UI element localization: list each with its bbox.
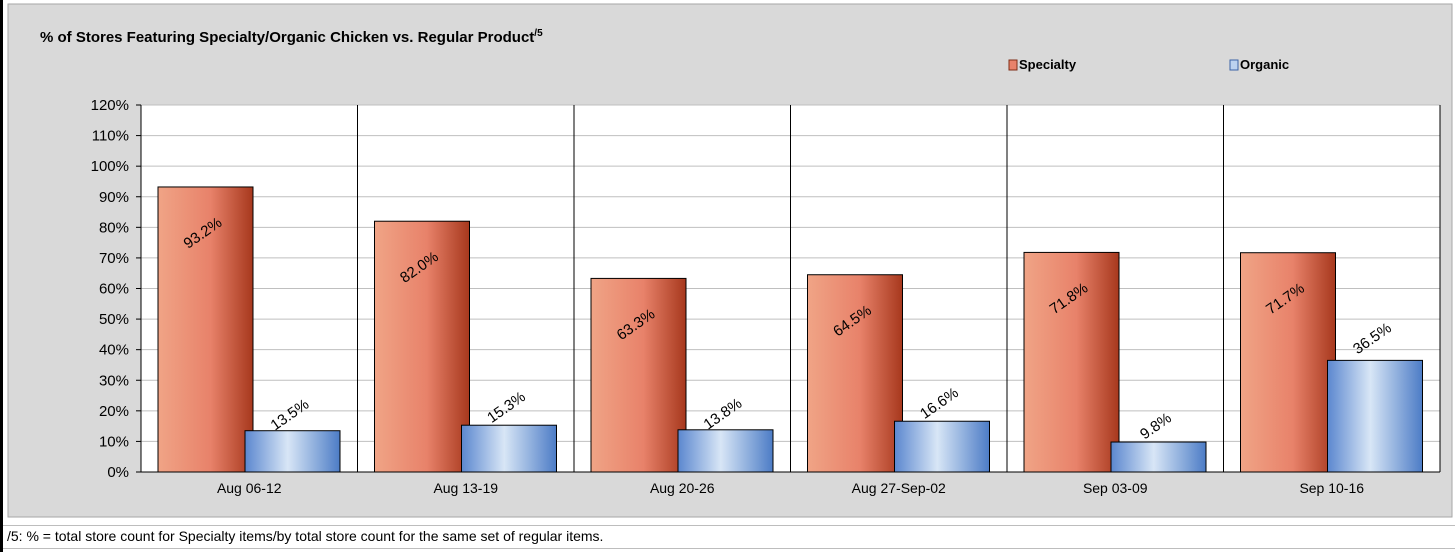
y-tick-label: 120% bbox=[91, 97, 129, 114]
y-tick-label: 20% bbox=[99, 403, 129, 420]
chart-title: % of Stores Featuring Specialty/Organic … bbox=[40, 28, 543, 46]
y-tick-label: 10% bbox=[99, 433, 129, 450]
plot-area: 0% 10% 20% 30% 40% 50% 60% 70% 80% 90% 100% 110% 120… bbox=[91, 97, 1441, 496]
legend: Specialty Organic bbox=[1008, 57, 1289, 72]
x-tick-label: Aug 06-12 bbox=[217, 480, 282, 496]
legend-label-organic: Organic bbox=[1240, 57, 1289, 72]
x-tick-label: Aug 20-26 bbox=[650, 480, 715, 496]
x-tick-label: Aug 27-Sep-02 bbox=[852, 480, 946, 496]
bar-organic bbox=[677, 429, 774, 473]
x-tick-label: Sep 10-16 bbox=[1299, 480, 1364, 496]
bar-specialty bbox=[157, 186, 254, 473]
bar-organic bbox=[461, 424, 557, 473]
footnote: /5: % = total store count for Specialty … bbox=[7, 528, 604, 544]
y-tick-label: 0% bbox=[107, 464, 129, 481]
bar-specialty bbox=[374, 220, 470, 473]
y-tick-label: 90% bbox=[99, 189, 129, 206]
bar-organic bbox=[244, 430, 341, 473]
bar-specialty bbox=[1240, 252, 1336, 473]
bar-specialty bbox=[807, 274, 903, 473]
bar-organic bbox=[894, 420, 990, 473]
x-tick-label: Aug 13-19 bbox=[433, 480, 498, 496]
bar-organic bbox=[1110, 441, 1207, 473]
footnote-row bbox=[3, 525, 1455, 549]
legend-label-specialty: Specialty bbox=[1019, 57, 1077, 72]
bar-organic bbox=[1327, 359, 1423, 473]
chart-title-superscript: /5 bbox=[534, 28, 543, 39]
y-tick-label: 70% bbox=[99, 250, 129, 267]
legend-swatch-specialty bbox=[1008, 59, 1018, 71]
chart-title-text: % of Stores Featuring Specialty/Organic … bbox=[40, 29, 534, 46]
bar-specialty bbox=[590, 277, 687, 473]
y-tick-label: 30% bbox=[99, 372, 129, 389]
y-tick-label: 110% bbox=[92, 128, 129, 145]
y-tick-label: 60% bbox=[99, 281, 129, 298]
y-tick-label: 100% bbox=[91, 158, 129, 175]
x-tick-label: Sep 03-09 bbox=[1083, 480, 1148, 496]
y-tick-label: 50% bbox=[99, 311, 129, 328]
legend-swatch-organic bbox=[1229, 59, 1239, 71]
y-tick-label: 80% bbox=[99, 219, 129, 236]
left-border bbox=[0, 0, 3, 552]
y-tick-label: 40% bbox=[99, 342, 129, 359]
bar-specialty bbox=[1023, 251, 1120, 473]
